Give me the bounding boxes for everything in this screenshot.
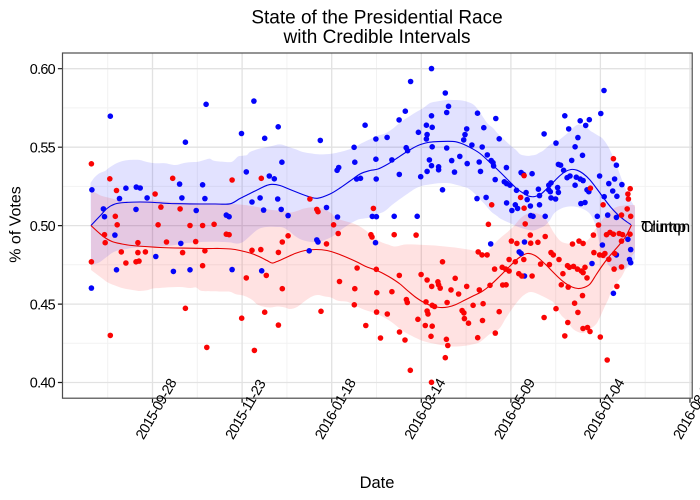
svg-text:0.55: 0.55 [30,140,56,156]
svg-text:0.40: 0.40 [30,376,56,392]
svg-text:0.60: 0.60 [30,62,56,78]
svg-text:% of Votes: % of Votes [8,186,25,263]
svg-text:Trump: Trump [641,219,686,236]
svg-text:0.50: 0.50 [30,219,56,235]
svg-text:0.45: 0.45 [30,297,56,313]
svg-text:Date: Date [360,474,395,492]
svg-text:Clinton: Clinton [641,219,690,236]
svg-text:State of the Presidential Race: State of the Presidential Race [251,8,502,29]
svg-text:with Credible Intervals: with Credible Intervals [283,27,471,48]
